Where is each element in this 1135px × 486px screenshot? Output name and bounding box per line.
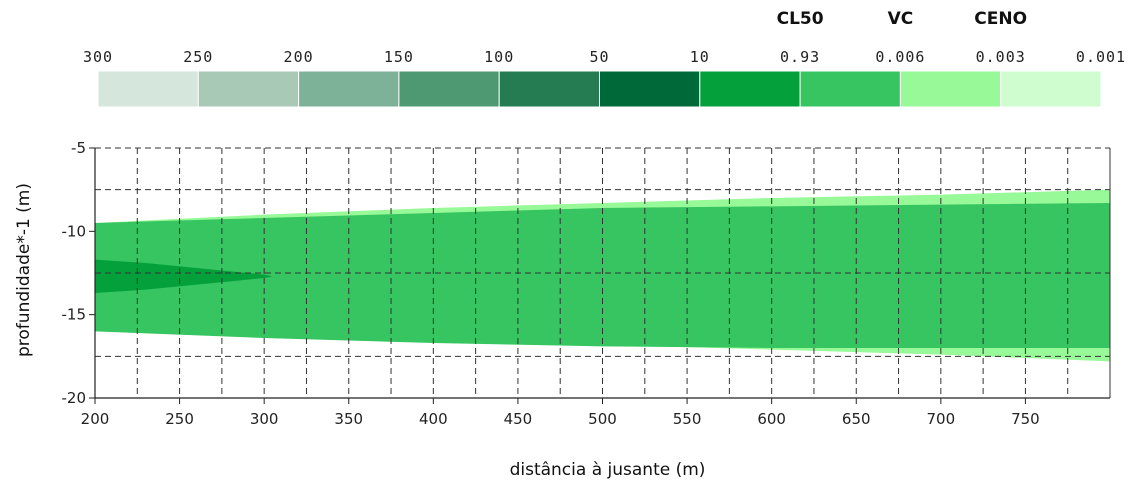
- legend-tick-label: 250: [183, 48, 213, 66]
- x-tick-label: 450: [504, 410, 533, 428]
- legend-tick-label: 100: [484, 48, 514, 66]
- x-tick-label: 300: [250, 410, 279, 428]
- legend-tick-label: 0.006: [875, 48, 925, 66]
- legend-swatch: [899, 70, 1002, 108]
- color-legend: 300 250 200 150 100 50 10 0.93 0.006 0.003 0.001 CL…: [83, 9, 1126, 108]
- legend-reference-label: VC: [888, 9, 914, 29]
- axes: 200 250 300 350 400 450 500 550 600 650 700 750 -5 -1…: [62, 139, 1111, 428]
- legend-tick-label: 10: [690, 48, 710, 66]
- legend-swatch: [599, 70, 701, 108]
- y-tick-label: -20: [62, 389, 87, 407]
- legend-tick-label: 0.001: [1076, 48, 1126, 66]
- legend-tick-label: 200: [284, 48, 314, 66]
- legend-tick-label: 50: [589, 48, 609, 66]
- legend-reference-label: CL50: [777, 9, 824, 29]
- x-tick-label: 350: [334, 410, 363, 428]
- x-tick-label: 550: [673, 410, 702, 428]
- y-tick-label: -15: [62, 306, 87, 324]
- legend-swatch: [197, 70, 300, 108]
- x-tick-label: 700: [927, 410, 956, 428]
- x-tick-label: 650: [842, 410, 871, 428]
- legend-tick-label: 0.93: [780, 48, 820, 66]
- legend-swatch: [97, 70, 199, 108]
- legend-swatch: [699, 70, 801, 108]
- legend-tick-label: 150: [384, 48, 414, 66]
- legend-reference-label: CENO: [974, 9, 1027, 29]
- x-tick-label: 400: [419, 410, 448, 428]
- plume-band: [95, 259, 273, 293]
- y-axis-label: profundidade*-1 (m): [14, 183, 34, 357]
- y-tick-label: -5: [71, 139, 86, 157]
- x-tick-label: 250: [165, 410, 194, 428]
- legend-swatch: [1000, 70, 1102, 108]
- x-tick-label: 600: [757, 410, 786, 428]
- x-tick-label: 500: [588, 410, 617, 428]
- legend-tick-label: 0.003: [976, 48, 1026, 66]
- legend-swatch: [799, 70, 901, 108]
- x-tick-label: 200: [81, 410, 110, 428]
- x-axis-label: distância à jusante (m): [510, 460, 706, 480]
- legend-swatch: [298, 70, 400, 108]
- y-tick-label: -10: [62, 222, 87, 240]
- legend-tick-label: 300: [83, 48, 113, 66]
- legend-swatch: [498, 70, 601, 108]
- x-tick-label: 750: [1011, 410, 1040, 428]
- legend-swatch: [398, 70, 500, 108]
- grid-lines: [95, 147, 1110, 398]
